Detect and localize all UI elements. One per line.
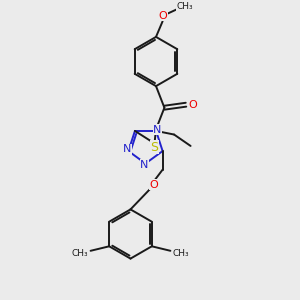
Text: CH₃: CH₃ [71, 249, 88, 258]
Text: CH₃: CH₃ [177, 2, 194, 11]
Text: N: N [140, 160, 148, 170]
Text: O: O [188, 100, 197, 110]
Text: CH₃: CH₃ [173, 249, 190, 258]
Text: N: N [153, 125, 161, 135]
Text: O: O [158, 11, 167, 21]
Text: O: O [150, 180, 159, 190]
Text: N: N [123, 144, 131, 154]
Text: S: S [151, 141, 158, 154]
